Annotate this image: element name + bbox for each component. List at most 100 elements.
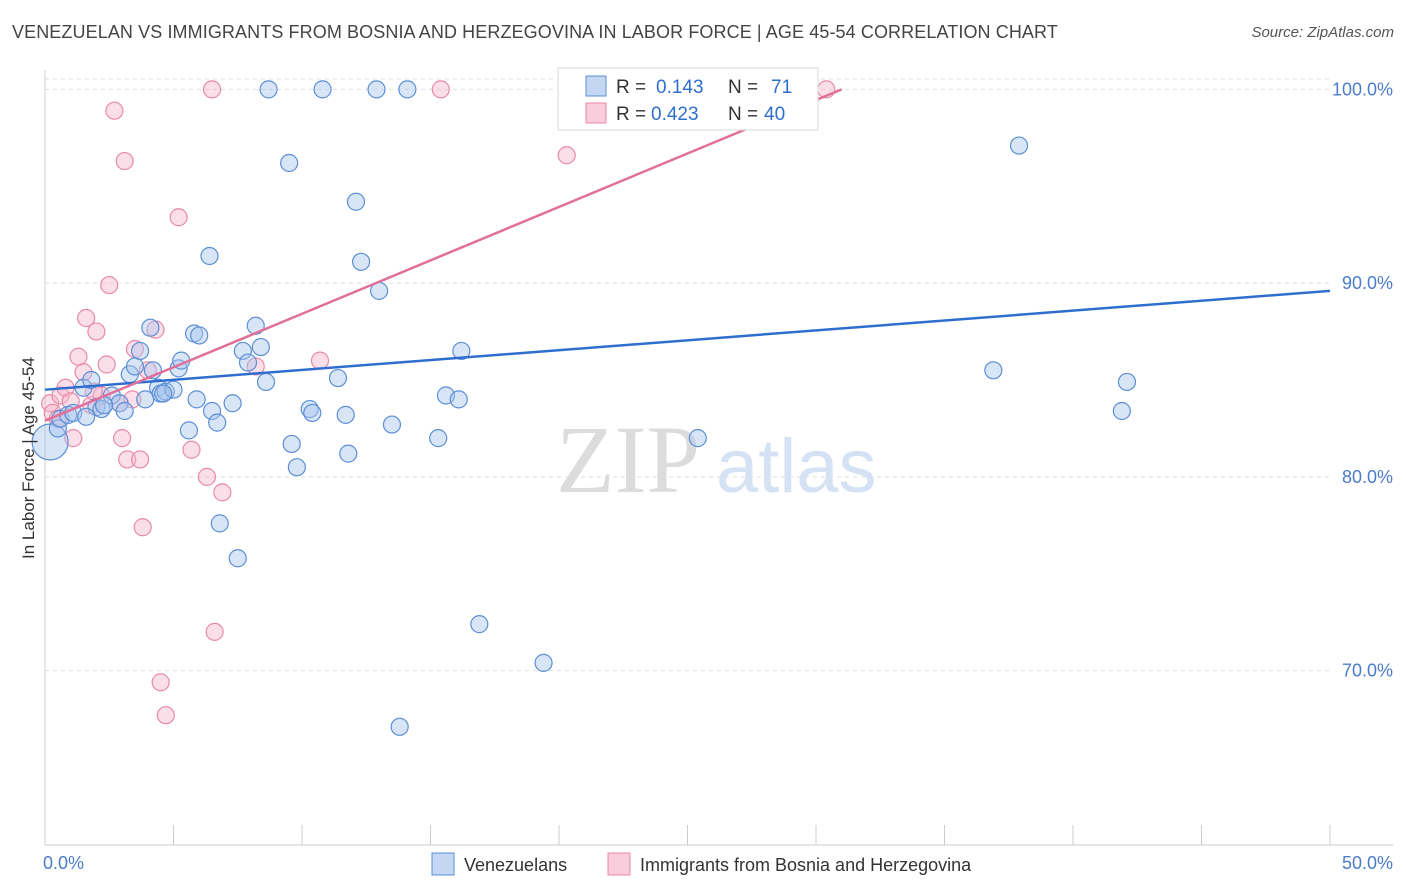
bosnia-point — [118, 450, 137, 469]
y-tick-labels: 70.0% 80.0% 90.0% 100.0% — [1332, 79, 1393, 680]
bosnia-point — [87, 322, 106, 341]
venezuelan-point — [202, 401, 222, 421]
venezuelan-point — [82, 370, 101, 390]
venezuelan-point — [352, 252, 371, 271]
venezuelan-point — [398, 80, 417, 99]
venezuelan-point — [233, 341, 252, 361]
legend-n-value-blue: 71 — [771, 77, 792, 98]
bosnia-point — [213, 483, 232, 502]
bosnia-point — [169, 208, 188, 227]
watermark-atlas: atlas — [716, 424, 877, 509]
venezuelan-point — [287, 458, 306, 477]
bosnia-point — [133, 518, 152, 537]
venezuelan-point — [470, 615, 489, 634]
watermark-zip: ZIP — [556, 406, 700, 513]
venezuelan-point — [210, 514, 229, 533]
venezuelan-point — [452, 341, 471, 361]
venezuelan-point — [429, 429, 448, 448]
bosnia-point — [105, 101, 124, 120]
x-tick-label-start: 0.0% — [43, 853, 84, 873]
watermark: ZIP atlas — [556, 406, 877, 513]
venezuelan-point — [449, 390, 468, 409]
bosnia-point — [310, 351, 330, 370]
legend-r-value-blue: 0.143 — [656, 77, 704, 98]
venezuelan-point — [336, 405, 355, 424]
venezuelan-point — [223, 394, 242, 413]
venezuelan-point — [282, 434, 301, 454]
venezuelan-point — [77, 407, 96, 426]
legend-r-label-pink: R = — [616, 104, 646, 125]
venezuelan-point — [390, 717, 409, 736]
venezuelan-point — [1112, 401, 1131, 421]
stats-legend: R = 0.143 N = 71 R = 0.423 N = 40 — [557, 67, 819, 131]
y-tick-label: 70.0% — [1342, 661, 1393, 681]
venezuelan-point — [984, 361, 1003, 380]
bosnia-point — [64, 429, 83, 448]
bosnia-point — [130, 450, 150, 469]
legend-swatch-blue — [585, 75, 607, 97]
bosnia-trend-line — [44, 88, 843, 422]
bottom-legend-swatch-bosnia — [607, 852, 631, 876]
x-tick-label-end: 50.0% — [1342, 853, 1393, 873]
venezuelan-point — [125, 357, 145, 376]
venezuelan-point — [382, 415, 402, 434]
venezuelan-point — [154, 384, 173, 403]
venezuelan-point — [280, 153, 299, 173]
series-legend: Venezuelans Immigrants from Bosnia and H… — [431, 852, 972, 876]
venezuelan-point — [130, 341, 150, 361]
bosnia-point — [151, 673, 170, 692]
x-tick-labels: 0.0% 50.0% — [43, 853, 1393, 873]
venezuelan-point — [367, 80, 386, 99]
y-tick-label: 90.0% — [1342, 273, 1393, 293]
axes — [44, 70, 1393, 846]
source-label: Source: ZipAtlas.com — [1251, 24, 1394, 41]
bosnia-point — [100, 275, 119, 295]
venezuelan-point — [141, 318, 160, 337]
legend-n-value-pink: 40 — [764, 104, 785, 125]
venezuelan-point — [346, 192, 366, 211]
bosnia-point — [202, 80, 222, 99]
bosnia-point — [77, 308, 96, 328]
venezuelan-point — [208, 413, 227, 432]
bosnia-point — [69, 347, 88, 366]
venezuelan-point — [228, 549, 247, 568]
y-tick-label: 80.0% — [1342, 467, 1393, 487]
venezuelan-point — [688, 429, 707, 448]
y-tick-label: 100.0% — [1332, 79, 1393, 99]
venezuelan-point — [259, 80, 278, 99]
bosnia-point — [115, 151, 134, 171]
venezuelan-point — [534, 653, 553, 672]
bottom-legend-label-venezuelans: Venezuelans — [464, 855, 567, 875]
venezuelan-point — [200, 246, 219, 266]
legend-r-label-blue: R = — [616, 77, 646, 98]
venezuelan-point — [179, 421, 199, 440]
venezuelan-point — [190, 326, 209, 345]
legend-r-value-pink: 0.423 — [651, 104, 699, 125]
venezuelan-point — [339, 444, 358, 463]
venezuelan-point — [1117, 372, 1137, 392]
venezuelan-point — [313, 80, 332, 99]
bosnia-point — [205, 622, 224, 641]
legend-swatch-pink — [585, 102, 607, 124]
venezuelans-trend-line — [44, 289, 1331, 391]
trend-lines — [44, 88, 1331, 422]
bosnia-point — [112, 429, 132, 448]
bosnia-point — [182, 440, 201, 459]
bosnia-point — [74, 363, 93, 382]
venezuelan-point — [1009, 136, 1029, 155]
chart-title: VENEZUELAN VS IMMIGRANTS FROM BOSNIA AND… — [12, 22, 1058, 42]
legend-n-label-blue: N = — [728, 77, 758, 98]
venezuelan-point — [256, 372, 276, 392]
bosnia-point — [197, 467, 217, 486]
bosnia-point — [156, 706, 175, 725]
bottom-legend-label-bosnia: Immigrants from Bosnia and Herzegovina — [640, 855, 972, 875]
legend-n-label-pink: N = — [728, 104, 758, 125]
bottom-legend-swatch-venezuelans — [431, 852, 455, 876]
venezuelan-point — [238, 353, 258, 372]
venezuelan-point — [115, 401, 134, 421]
bosnia-point — [431, 80, 450, 99]
venezuelan-point — [187, 390, 206, 409]
y-axis-label: In Labor Force | Age 45-54 — [19, 357, 38, 559]
bosnia-point — [97, 355, 116, 374]
